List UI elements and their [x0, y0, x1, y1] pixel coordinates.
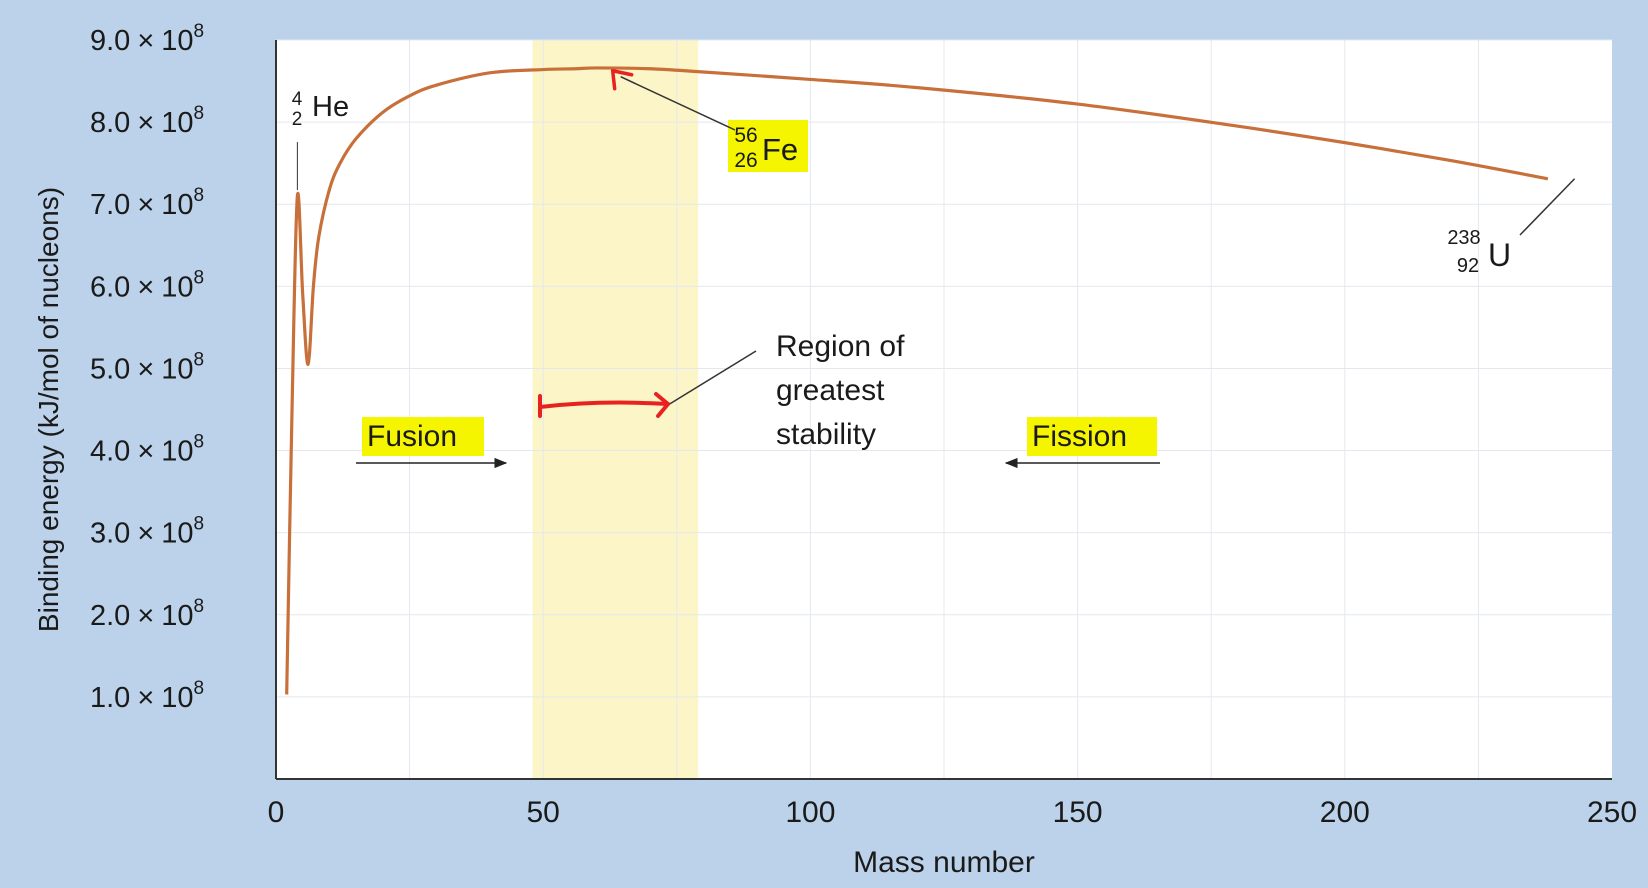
- y-tick-label: 7.0×108: [90, 185, 204, 221]
- uranium-symbol: U: [1488, 237, 1511, 273]
- y-tick-times: ×: [137, 682, 154, 714]
- x-tick-label: 100: [785, 796, 835, 829]
- y-tick-mantissa: 3.0: [90, 518, 130, 550]
- y-tick-label: 4.0×108: [90, 432, 204, 468]
- fission-label: Fission: [1032, 420, 1127, 453]
- y-tick-mantissa: 2.0: [90, 600, 130, 632]
- y-tick-times: ×: [137, 353, 154, 385]
- y-tick-mantissa: 5.0: [90, 353, 130, 385]
- stability-label-line: greatest: [776, 374, 885, 407]
- y-tick-base: 10: [161, 271, 193, 303]
- y-tick-mantissa: 1.0: [90, 682, 130, 714]
- y-tick-label: 6.0×108: [90, 267, 204, 303]
- x-tick-label: 200: [1320, 796, 1370, 829]
- x-tick-label: 50: [527, 796, 560, 829]
- y-tick-exponent: 8: [194, 349, 205, 370]
- y-tick-label: 3.0×108: [90, 514, 204, 550]
- y-tick-times: ×: [137, 600, 154, 632]
- uranium-mass-number: 238: [1447, 227, 1480, 249]
- iron-symbol: Fe: [762, 132, 798, 167]
- helium-mass-number: 4: [292, 89, 303, 110]
- iron-mass-number: 56: [734, 124, 757, 147]
- x-tick-label: 150: [1053, 796, 1103, 829]
- y-tick-exponent: 8: [194, 596, 205, 617]
- stability-label-line: Region of: [776, 330, 905, 363]
- y-tick-base: 10: [161, 25, 193, 57]
- y-tick-label: 1.0×108: [90, 678, 204, 714]
- x-tick-label: 0: [268, 796, 285, 829]
- y-tick-exponent: 8: [194, 185, 205, 206]
- y-tick-mantissa: 7.0: [90, 189, 130, 221]
- y-tick-base: 10: [161, 682, 193, 714]
- y-tick-base: 10: [161, 518, 193, 550]
- y-tick-times: ×: [137, 25, 154, 57]
- fusion-label: Fusion: [367, 420, 457, 453]
- y-tick-label: 2.0×108: [90, 596, 204, 632]
- y-tick-times: ×: [137, 518, 154, 550]
- iron-atomic-number: 26: [734, 149, 757, 172]
- y-tick-base: 10: [161, 353, 193, 385]
- y-tick-mantissa: 6.0: [90, 271, 130, 303]
- y-tick-times: ×: [137, 271, 154, 303]
- y-tick-exponent: 8: [194, 514, 205, 535]
- y-tick-exponent: 8: [194, 267, 205, 288]
- y-tick-times: ×: [137, 107, 154, 139]
- helium-symbol: He: [312, 91, 349, 123]
- y-tick-label: 8.0×108: [90, 103, 204, 139]
- uranium-atomic-number: 92: [1457, 255, 1479, 277]
- y-tick-base: 10: [161, 436, 193, 468]
- stability-band: [533, 40, 699, 779]
- y-tick-exponent: 8: [194, 103, 205, 124]
- y-tick-mantissa: 4.0: [90, 436, 130, 468]
- y-tick-exponent: 8: [194, 432, 205, 453]
- y-tick-label: 9.0×108: [90, 21, 204, 57]
- y-tick-times: ×: [137, 436, 154, 468]
- y-tick-base: 10: [161, 600, 193, 632]
- y-tick-times: ×: [137, 189, 154, 221]
- y-tick-exponent: 8: [194, 678, 205, 699]
- helium-atomic-number: 2: [292, 109, 303, 130]
- y-tick-mantissa: 8.0: [90, 107, 130, 139]
- y-axis-title: Binding energy (kJ/mol of nucleons): [33, 187, 64, 632]
- y-tick-base: 10: [161, 189, 193, 221]
- y-tick-exponent: 8: [194, 21, 205, 42]
- stability-label-line: stability: [776, 418, 876, 451]
- y-tick-base: 10: [161, 107, 193, 139]
- x-tick-label: 250: [1587, 796, 1637, 829]
- x-axis-title: Mass number: [853, 846, 1035, 879]
- y-tick-mantissa: 9.0: [90, 25, 130, 57]
- y-tick-label: 5.0×108: [90, 349, 204, 385]
